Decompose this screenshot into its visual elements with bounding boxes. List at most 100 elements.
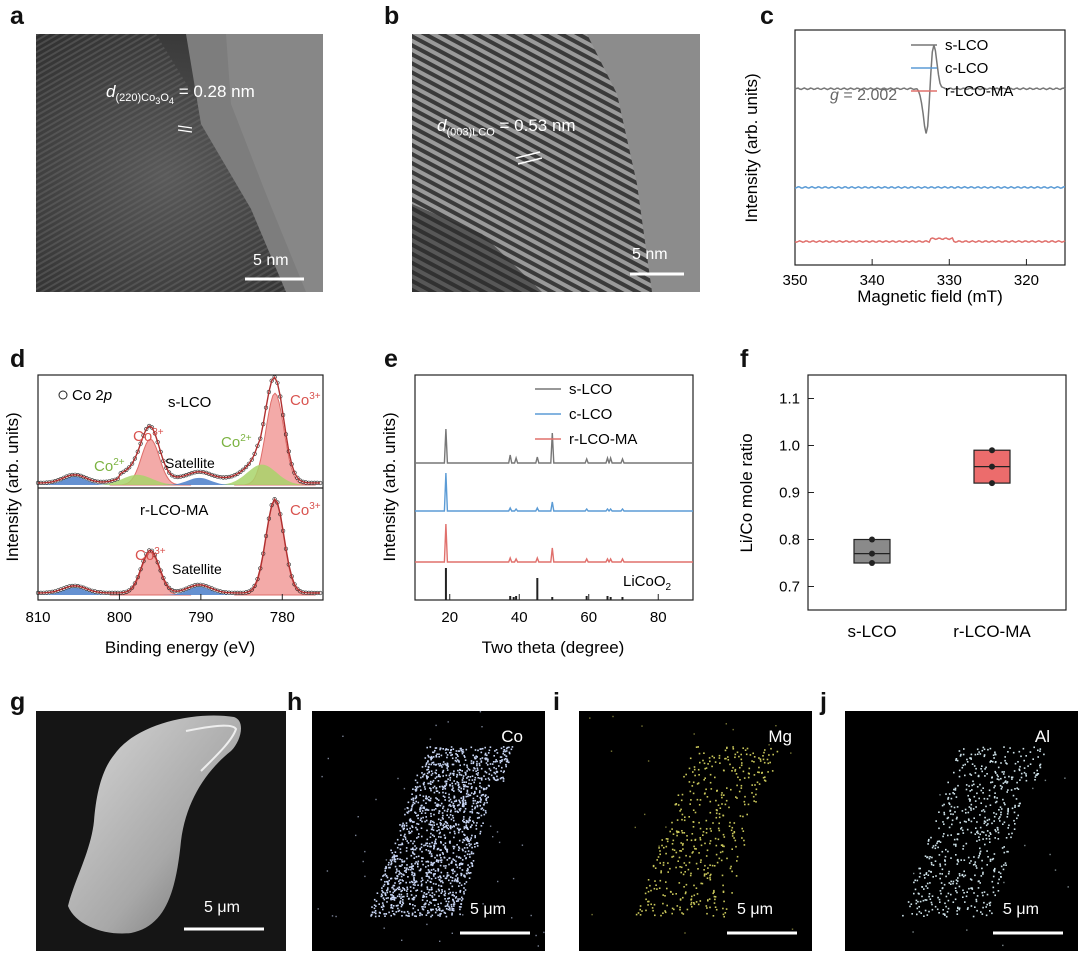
eds-dot xyxy=(415,790,417,792)
eds-noise-dot xyxy=(791,928,794,930)
eds-dot xyxy=(390,893,392,896)
eds-dot xyxy=(446,765,448,767)
eds-dot xyxy=(449,779,451,781)
eds-dot xyxy=(470,862,473,864)
eds-dot xyxy=(989,841,991,843)
eds-dot xyxy=(471,834,473,837)
eds-dot xyxy=(444,785,447,788)
eds-dot xyxy=(458,847,461,850)
eds-dot xyxy=(490,774,493,777)
eds-dot xyxy=(380,878,383,881)
eds-dot xyxy=(983,810,986,813)
eds-dot xyxy=(466,827,468,830)
eds-noise-dot xyxy=(397,777,399,780)
eds-dot xyxy=(424,788,426,790)
eds-dot xyxy=(962,848,964,850)
scale-label-i: 5 μm xyxy=(737,901,773,918)
eds-dot xyxy=(683,832,686,834)
eds-dot xyxy=(735,845,737,848)
eds-dot xyxy=(457,831,460,834)
eds-dot xyxy=(993,869,995,872)
eds-dot xyxy=(956,880,959,882)
eds-dot xyxy=(440,885,443,887)
eds-dot xyxy=(459,890,461,892)
eds-dot xyxy=(399,848,402,850)
eds-dot xyxy=(671,843,674,845)
eds-dot xyxy=(479,782,481,784)
eds-dot xyxy=(1029,751,1032,753)
eds-dot xyxy=(939,901,941,903)
eds-dot xyxy=(502,771,505,774)
eds-dot xyxy=(743,844,746,846)
eds-dot xyxy=(407,868,410,871)
eds-dot xyxy=(952,901,955,903)
eds-dot xyxy=(394,889,396,891)
eds-dot xyxy=(413,857,416,859)
eds-dot xyxy=(439,831,441,834)
eds-dot xyxy=(954,887,957,889)
eds-dot xyxy=(431,896,434,898)
eds-dot xyxy=(465,748,468,751)
eds-dot xyxy=(437,888,440,891)
eds-dot xyxy=(437,799,440,801)
eds-dot xyxy=(709,877,711,879)
eds-dot xyxy=(447,874,450,877)
eds-noise-dot xyxy=(327,757,329,760)
eds-dot xyxy=(499,756,502,758)
eds-noise-dot xyxy=(435,724,437,727)
eds-dot xyxy=(679,866,681,868)
eds-dot xyxy=(742,815,744,818)
eds-dot xyxy=(431,895,433,897)
eds-dot xyxy=(391,898,394,901)
eds-dot xyxy=(476,795,479,797)
eds-dot xyxy=(447,748,449,751)
eds-dot xyxy=(463,804,465,806)
eds-dot xyxy=(495,749,498,751)
eds-dot xyxy=(705,819,708,822)
eds-dot xyxy=(955,882,958,885)
eds-dot xyxy=(455,824,457,826)
eds-dot xyxy=(403,895,405,898)
eds-dot xyxy=(425,866,427,868)
eds-dot xyxy=(967,794,969,797)
eds-dot xyxy=(979,882,981,884)
eds-dot xyxy=(669,830,671,833)
eds-dot xyxy=(930,901,933,904)
eds-dot xyxy=(508,746,510,749)
eds-dot xyxy=(442,795,445,797)
eds-dot xyxy=(677,860,679,862)
eds-dot xyxy=(708,898,711,900)
eds-dot xyxy=(421,879,424,881)
eds-dot xyxy=(453,859,456,861)
eds-dot xyxy=(400,834,402,836)
eds-dot xyxy=(681,830,683,832)
eds-dot xyxy=(413,896,416,899)
eds-dot xyxy=(753,756,756,758)
eds-dot xyxy=(930,836,932,839)
eds-dot xyxy=(437,876,440,879)
eds-dot xyxy=(412,896,415,899)
eds-dot xyxy=(466,836,468,838)
eds-noise-dot xyxy=(342,735,344,737)
peak-label-co3-796-r: Co3+ xyxy=(135,546,166,564)
eds-dot xyxy=(397,907,399,910)
eds-dot xyxy=(414,881,417,883)
eds-dot xyxy=(710,788,713,790)
eds-dot xyxy=(468,853,471,856)
eds-dot xyxy=(455,753,457,755)
eds-dot xyxy=(736,797,738,799)
eds-dot xyxy=(387,897,389,899)
eds-dot xyxy=(709,840,712,842)
eds-dot xyxy=(734,770,736,772)
eds-dot xyxy=(502,778,505,780)
eds-dot xyxy=(475,788,478,790)
eds-dot xyxy=(422,895,425,897)
eds-dot xyxy=(948,870,950,873)
eds-dot xyxy=(705,873,708,875)
eds-dot xyxy=(990,760,992,762)
eds-dot xyxy=(439,854,441,857)
eds-dot xyxy=(672,893,674,895)
eds-dot xyxy=(970,879,973,881)
eds-dot xyxy=(430,869,433,871)
eds-dot xyxy=(403,860,406,862)
